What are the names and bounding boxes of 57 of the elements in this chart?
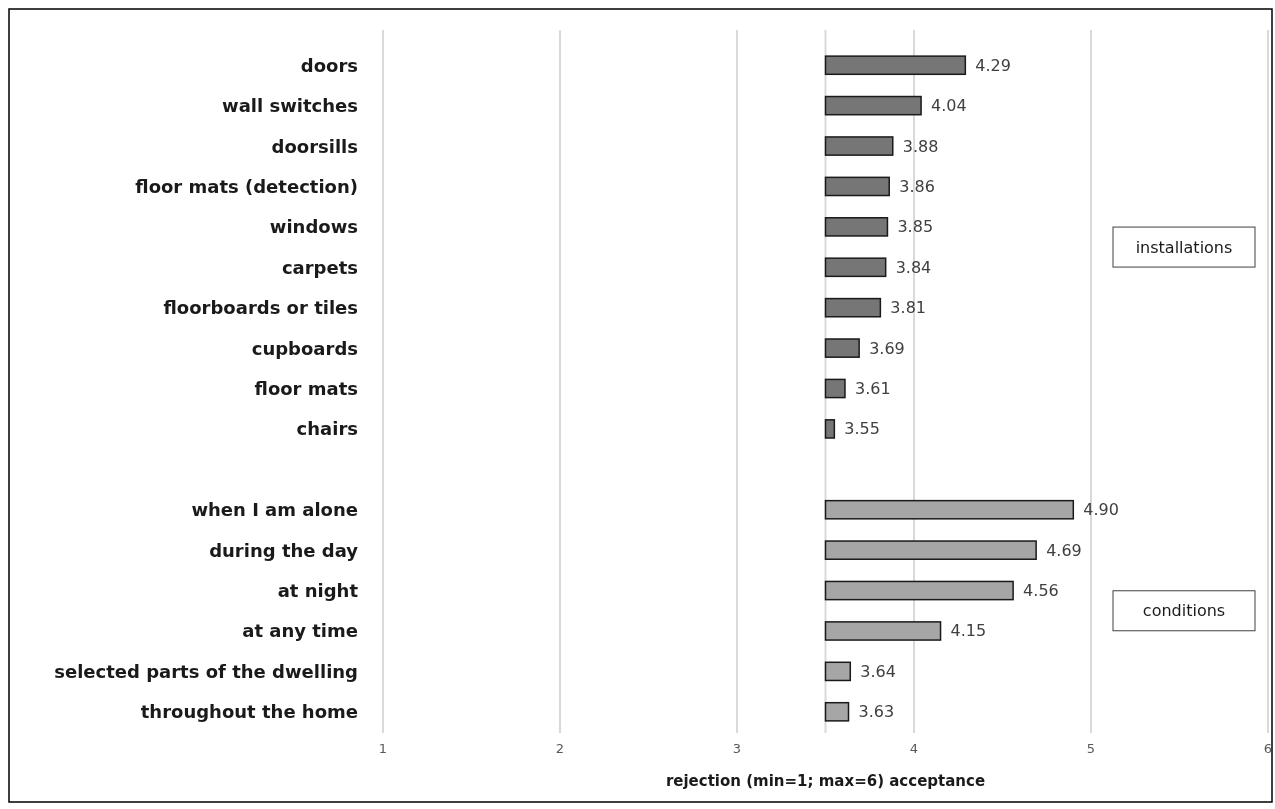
data-label: 3.55	[844, 419, 880, 439]
data-label: 3.81	[890, 298, 926, 318]
bar	[824, 55, 967, 76]
bar	[824, 499, 1075, 520]
bar	[824, 661, 852, 682]
y-tick-label: wall switches	[222, 95, 358, 117]
data-label: 3.61	[854, 379, 891, 398]
bar	[824, 136, 894, 156]
y-tick-label: at any time	[242, 620, 358, 642]
y-tick-label: during the day	[209, 539, 359, 561]
bar	[824, 701, 850, 722]
y-tick-label: floor mats	[254, 378, 358, 399]
y-tick-label: throughout the home	[140, 701, 358, 723]
y-tick-label: at night	[277, 580, 359, 602]
x-tick-label: 6	[1263, 741, 1273, 756]
data-label: 4.04	[931, 96, 967, 116]
y-tick-label: cupboards	[251, 337, 358, 359]
x-tick-label: 4	[909, 741, 919, 756]
data-label: 3.84	[895, 257, 932, 277]
x-axis-title: rejection (min=1; max=6) acceptance	[665, 772, 986, 790]
y-tick-label: floor mats (detection)	[135, 175, 358, 197]
y-tick-label: doorsills	[271, 135, 358, 157]
annotation: conditions	[1142, 601, 1226, 621]
bar	[824, 297, 882, 318]
data-label: 3.69	[869, 338, 905, 358]
y-tick-label: windows	[269, 216, 358, 238]
bar	[824, 540, 1037, 560]
y-tick-label: doors	[300, 54, 358, 76]
annotation: installations	[1135, 237, 1233, 257]
y-tick-label: when I am alone	[191, 499, 358, 521]
data-label: 3.86	[899, 176, 935, 196]
bar	[824, 378, 846, 399]
data-label: 4.90	[1083, 500, 1119, 520]
x-tick-label: 5	[1086, 741, 1096, 756]
data-label: 4.29	[975, 55, 1011, 75]
x-tick-label: 3	[732, 741, 742, 756]
bar	[824, 217, 889, 237]
bar	[824, 338, 860, 358]
bar	[824, 95, 922, 116]
y-tick-label: selected parts of the dwelling	[54, 660, 358, 682]
bar	[824, 419, 836, 439]
bar	[824, 176, 890, 197]
bar	[824, 257, 887, 278]
x-tick-label: 2	[555, 741, 565, 756]
data-label: 3.63	[858, 702, 895, 722]
data-label: 4.56	[1023, 581, 1059, 601]
bar	[824, 580, 1014, 601]
data-label: 4.15	[950, 621, 987, 641]
y-tick-label: carpets	[281, 256, 358, 278]
y-tick-label: floorboards or tiles	[163, 297, 358, 319]
data-label: 3.64	[860, 661, 896, 681]
data-label: 4.69	[1046, 540, 1082, 560]
bar	[824, 621, 942, 641]
x-tick-label: 1	[378, 741, 388, 756]
data-label: 3.85	[897, 217, 934, 237]
data-label: 3.88	[902, 136, 939, 156]
y-tick-label: chairs	[296, 418, 358, 440]
